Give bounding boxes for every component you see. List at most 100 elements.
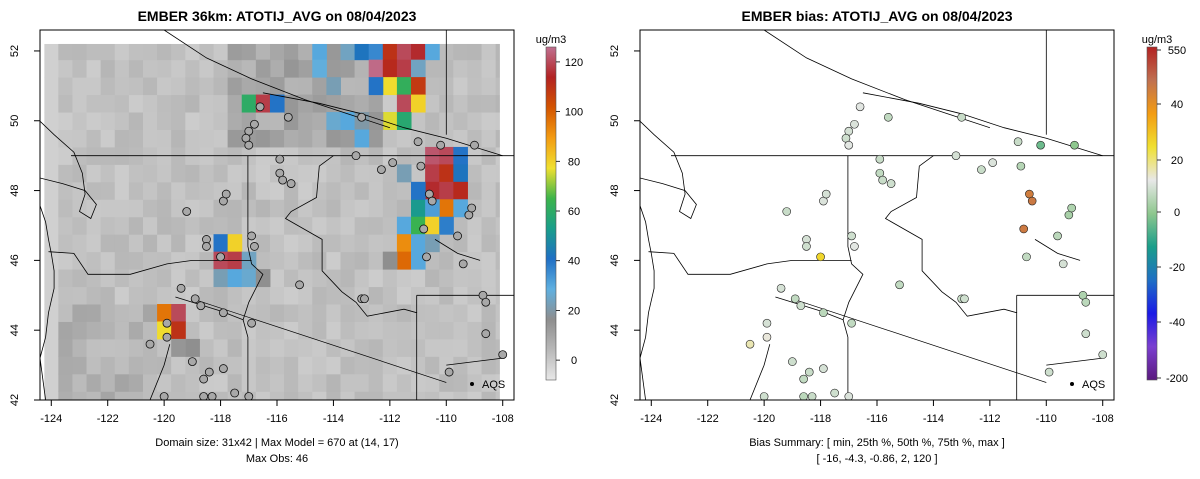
heatmap-background-cell (44, 286, 59, 305)
heatmap-background-cell (171, 251, 186, 270)
x-tick-label: -110 (1036, 413, 1057, 425)
heatmap-background-cell (354, 234, 370, 253)
bias-point (819, 308, 828, 318)
heatmap-background-cell (467, 321, 483, 340)
heatmap-cell (425, 42, 440, 61)
heatmap-background-cell (269, 59, 285, 78)
x-tick-label: -116 (266, 413, 287, 425)
heatmap-cell (439, 216, 454, 235)
heatmap-background-cell (227, 356, 243, 375)
heatmap-background-cell (326, 181, 341, 200)
heatmap-cell (382, 251, 398, 270)
heatmap-background-cell (255, 304, 271, 322)
left-colorbar (545, 46, 557, 381)
left-heatmap-cells (40, 30, 514, 400)
heatmap-background-cell (326, 94, 341, 113)
heatmap-cell (171, 338, 186, 357)
heatmap-background-cell (382, 164, 398, 183)
heatmap-cell (312, 42, 327, 61)
heatmap-background-cell (142, 391, 158, 400)
heatmap-background-cell (241, 59, 257, 78)
heatmap-background-cell (255, 356, 271, 375)
heatmap-background-cell (312, 356, 327, 375)
heatmap-background-cell (411, 321, 426, 340)
heatmap-background-cell (199, 181, 215, 200)
heatmap-cell (312, 59, 327, 78)
heatmap-background-cell (86, 59, 102, 78)
right-state-border (763, 30, 991, 129)
x-tick-label: -120 (153, 413, 175, 425)
heatmap-cell (439, 181, 454, 200)
heatmap-background-cell (326, 391, 341, 400)
heatmap-background-cell (340, 216, 356, 235)
heatmap-background-cell (368, 94, 384, 113)
heatmap-background-cell (241, 286, 257, 305)
heatmap-background-cell (425, 112, 440, 130)
left-colorbar-unit: ug/m3 (536, 34, 567, 46)
heatmap-background-cell (298, 234, 313, 253)
bias-point (855, 102, 865, 112)
heatmap-background-cell (128, 321, 144, 340)
heatmap-background-cell (425, 77, 440, 96)
heatmap-background-cell (72, 286, 88, 305)
bias-point (790, 294, 800, 304)
heatmap-background-cell (284, 338, 299, 357)
heatmap-background-cell (298, 199, 313, 218)
right-state-border (648, 251, 852, 275)
heatmap-background-cell (453, 42, 468, 61)
heatmap-background-cell (269, 216, 285, 235)
heatmap-background-cell (142, 199, 158, 218)
y-tick-label: 48 (9, 184, 21, 196)
heatmap-background-cell (411, 269, 426, 288)
heatmap-background-cell (382, 181, 398, 200)
heatmap-background-cell (100, 199, 116, 218)
heatmap-cell (298, 94, 313, 113)
heatmap-background-cell (44, 181, 59, 200)
heatmap-background-cell (241, 164, 257, 183)
heatmap-background-cell (171, 181, 186, 200)
heatmap-cell (354, 129, 370, 148)
heatmap-background-cell (142, 251, 158, 270)
heatmap-cell (382, 77, 398, 96)
heatmap-background-cell (382, 321, 398, 340)
heatmap-background-cell (453, 112, 468, 130)
heatmap-background-cell (284, 234, 299, 253)
colorbar-tick-label: 40 (1171, 99, 1183, 111)
left-border-line (192, 298, 447, 383)
heatmap-background-cell (354, 216, 370, 235)
heatmap-background-cell (439, 373, 454, 392)
heatmap-background-cell (284, 77, 299, 96)
heatmap-background-cell (255, 286, 271, 305)
heatmap-background-cell (227, 286, 243, 305)
right-state-border (749, 344, 771, 400)
heatmap-background-cell (185, 112, 200, 130)
heatmap-background-cell (354, 164, 370, 183)
heatmap-background-cell (269, 338, 285, 357)
heatmap-background-cell (255, 112, 271, 130)
heatmap-background-cell (481, 391, 497, 400)
heatmap-background-cell (269, 199, 285, 218)
aqs-site-point (199, 392, 209, 400)
heatmap-cell (425, 164, 440, 183)
right-title: EMBER bias: ATOTIJ_AVG on 08/04/2023 (741, 8, 1012, 24)
heatmap-background-cell (213, 112, 229, 130)
heatmap-background-cell (185, 391, 200, 400)
heatmap-background-cell (396, 391, 412, 400)
x-tick-label: -114 (923, 413, 944, 425)
heatmap-background-cell (227, 77, 243, 96)
heatmap-background-cell (171, 164, 186, 183)
heatmap-cell (227, 269, 243, 288)
heatmap-background-cell (453, 338, 468, 357)
heatmap-background-cell (382, 356, 398, 375)
heatmap-background-cell (269, 42, 285, 61)
bias-point (802, 242, 811, 251)
bias-point (1081, 297, 1091, 307)
y-tick-label: 44 (9, 324, 21, 336)
heatmap-background-cell (72, 77, 88, 96)
heatmap-background-cell (58, 146, 73, 165)
heatmap-background-cell (58, 216, 73, 235)
heatmap-background-cell (255, 164, 271, 183)
heatmap-background-cell (241, 338, 257, 357)
x-tick-label: -116 (866, 413, 887, 425)
colorbar-tick-label: 80 (568, 156, 580, 168)
